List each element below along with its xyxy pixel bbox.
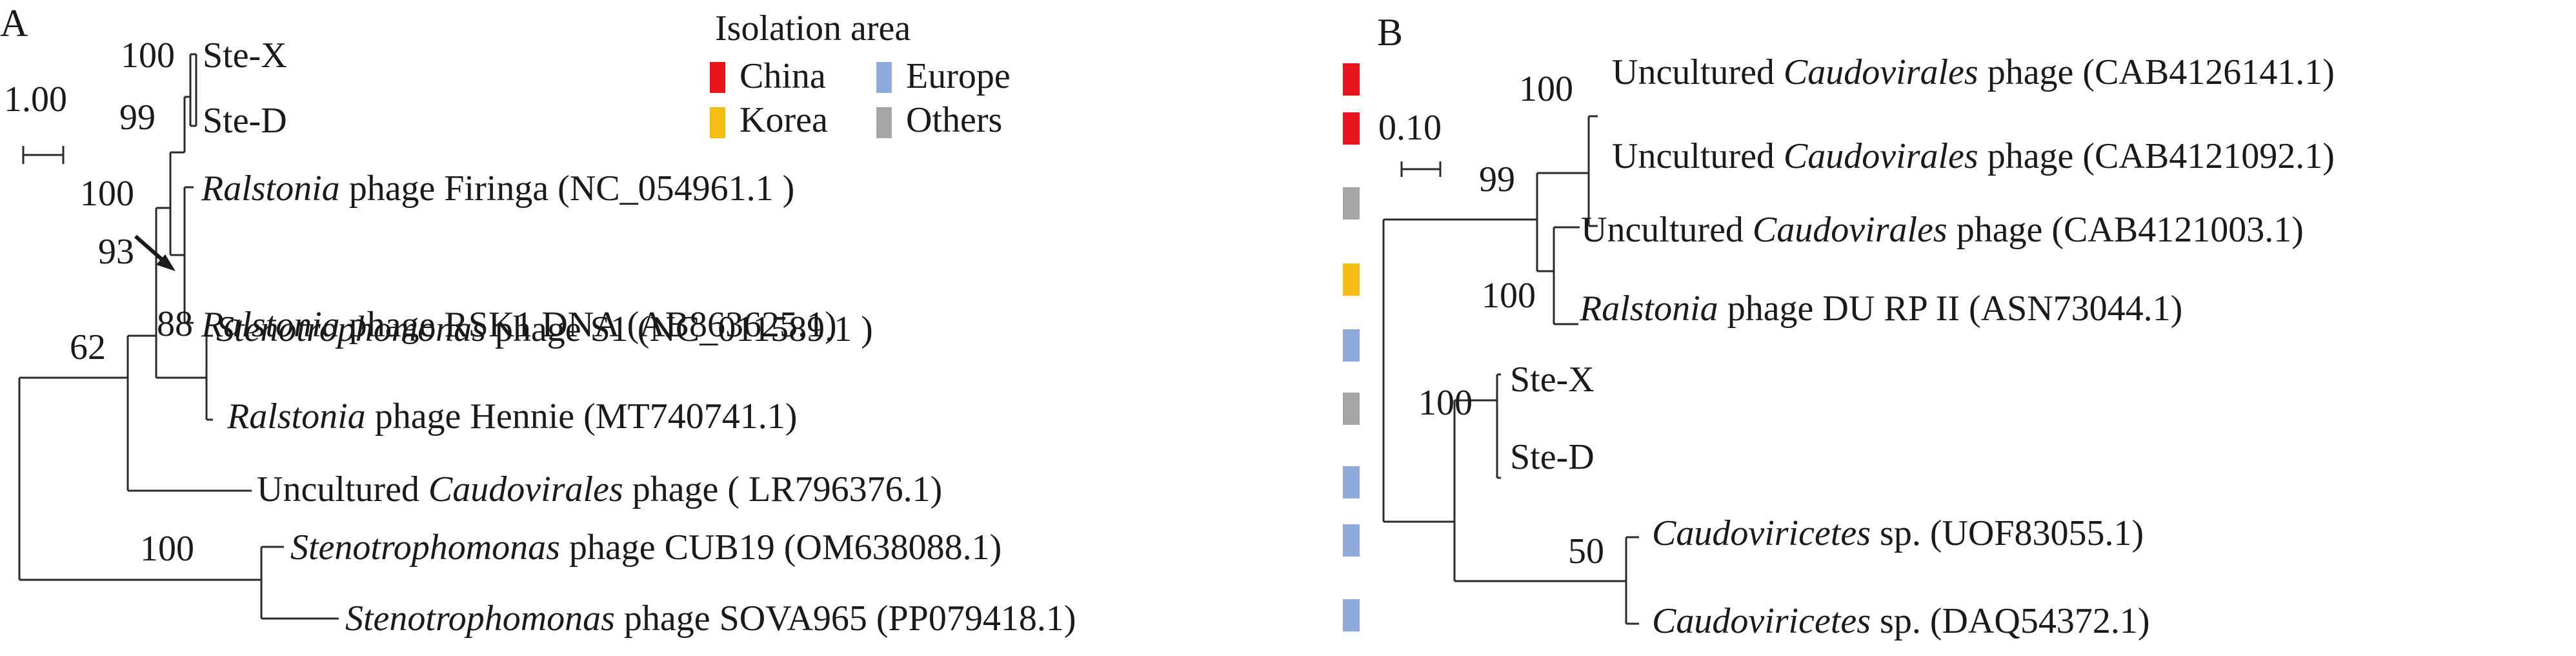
panel-a-tree-branches [18, 53, 339, 620]
leaf-b-uof83055: Caudoviricetes sp. (UOF83055.1) [1652, 513, 2144, 553]
leaf-b-daq54372: Caudoviricetes sp. (DAQ54372.1) [1652, 601, 2149, 641]
bootstrap-a-62: 62 [70, 327, 106, 367]
bootstrap-a-93: 93 [98, 232, 134, 272]
area-bar-rsk1 [1343, 263, 1360, 296]
bootstrap-b-100-cab: 100 [1519, 69, 1573, 109]
isolation-area-legend: Isolation area China Europe Korea Others [710, 8, 1011, 140]
panel-b: B 0.10 [1377, 11, 2335, 641]
leaf-a-hennie: Ralstonia phage Hennie (MT740741.1) [226, 396, 797, 436]
bootstrap-b-99: 99 [1479, 159, 1515, 200]
area-bar-cub19 [1343, 524, 1360, 557]
panel-b-letter: B [1377, 11, 1403, 54]
legend-swatch-others [876, 107, 892, 138]
area-bar-uncult [1343, 466, 1360, 498]
legend-label-others: Others [906, 100, 1002, 140]
panel-a-arrow [134, 234, 176, 271]
legend-label-europe: Europe [906, 56, 1011, 96]
bootstrap-a-100-stex: 100 [121, 36, 175, 76]
leaf-b-cab4121003: Uncultured Caudovirales phage (CAB412100… [1581, 210, 2304, 250]
area-bar-firinga [1343, 187, 1360, 220]
leaf-a-ste-d: Ste-D [203, 101, 287, 141]
legend-title: Isolation area [715, 8, 911, 48]
leaf-b-cab4121092: Uncultured Caudovirales phage (CAB412109… [1612, 136, 2335, 176]
leaf-b-ste-d: Ste-D [1510, 437, 1595, 477]
area-bar-hennie [1343, 393, 1360, 425]
bootstrap-a-99: 99 [119, 97, 156, 138]
leaf-a-rsk1: Ralstonia phage RSK1 DNA (AB863625.1) [201, 305, 837, 345]
panel-b-tree-branches [1382, 115, 1639, 625]
legend-label-china: China [740, 56, 826, 96]
panel-b-scale-label: 0.10 [1378, 108, 1442, 148]
leaf-a-uncultured: Uncultured Caudovirales phage ( LR796376… [257, 469, 942, 509]
panel-a-scale-bar [22, 146, 65, 164]
leaf-b-ste-x: Ste-X [1510, 360, 1595, 400]
panel-a: A 1.00 [0, 2, 1360, 639]
area-bar-sova [1343, 599, 1360, 631]
bootstrap-a-100-steno: 100 [140, 529, 194, 569]
leaf-a-sova965: Stenotrophomonas phage SOVA965 (PP079418… [345, 599, 1076, 639]
isolation-area-bars [1343, 63, 1360, 631]
leaf-a-cub19: Stenotrophomonas phage CUB19 (OM638088.1… [290, 528, 1001, 568]
legend-label-korea: Korea [740, 100, 828, 140]
bootstrap-a-100-ralstonia: 100 [80, 174, 134, 214]
panel-a-scale-label: 1.00 [4, 79, 67, 119]
bootstrap-b-100-du: 100 [1482, 276, 1536, 316]
legend-swatch-europe [876, 62, 892, 93]
leaf-a-ste-x: Ste-X [203, 36, 287, 76]
bootstrap-a-88: 88 [157, 304, 193, 344]
area-bar-ste_x [1343, 63, 1360, 96]
panel-b-scale-bar [1400, 161, 1442, 177]
leaf-a-s1-label: Stenotrophomonas phage S1 (NC_011589.1 ) [216, 309, 873, 349]
bootstrap-b-100-ste: 100 [1418, 383, 1473, 423]
area-bar-ste_d [1343, 112, 1360, 145]
leaf-b-cab4126141: Uncultured Caudovirales phage (CAB412614… [1612, 52, 2335, 92]
legend-swatch-china [710, 62, 725, 93]
leaf-a-firinga: Ralstonia phage Firinga (NC_054961.1 ) [201, 169, 794, 209]
panel-a-letter: A [0, 2, 28, 45]
bootstrap-b-50: 50 [1568, 531, 1604, 571]
legend-swatch-korea [710, 107, 725, 138]
area-bar-s1 [1343, 329, 1360, 362]
leaf-b-du-rp-ii: Ralstonia phage DU RP II (ASN73044.1) [1579, 289, 2182, 329]
